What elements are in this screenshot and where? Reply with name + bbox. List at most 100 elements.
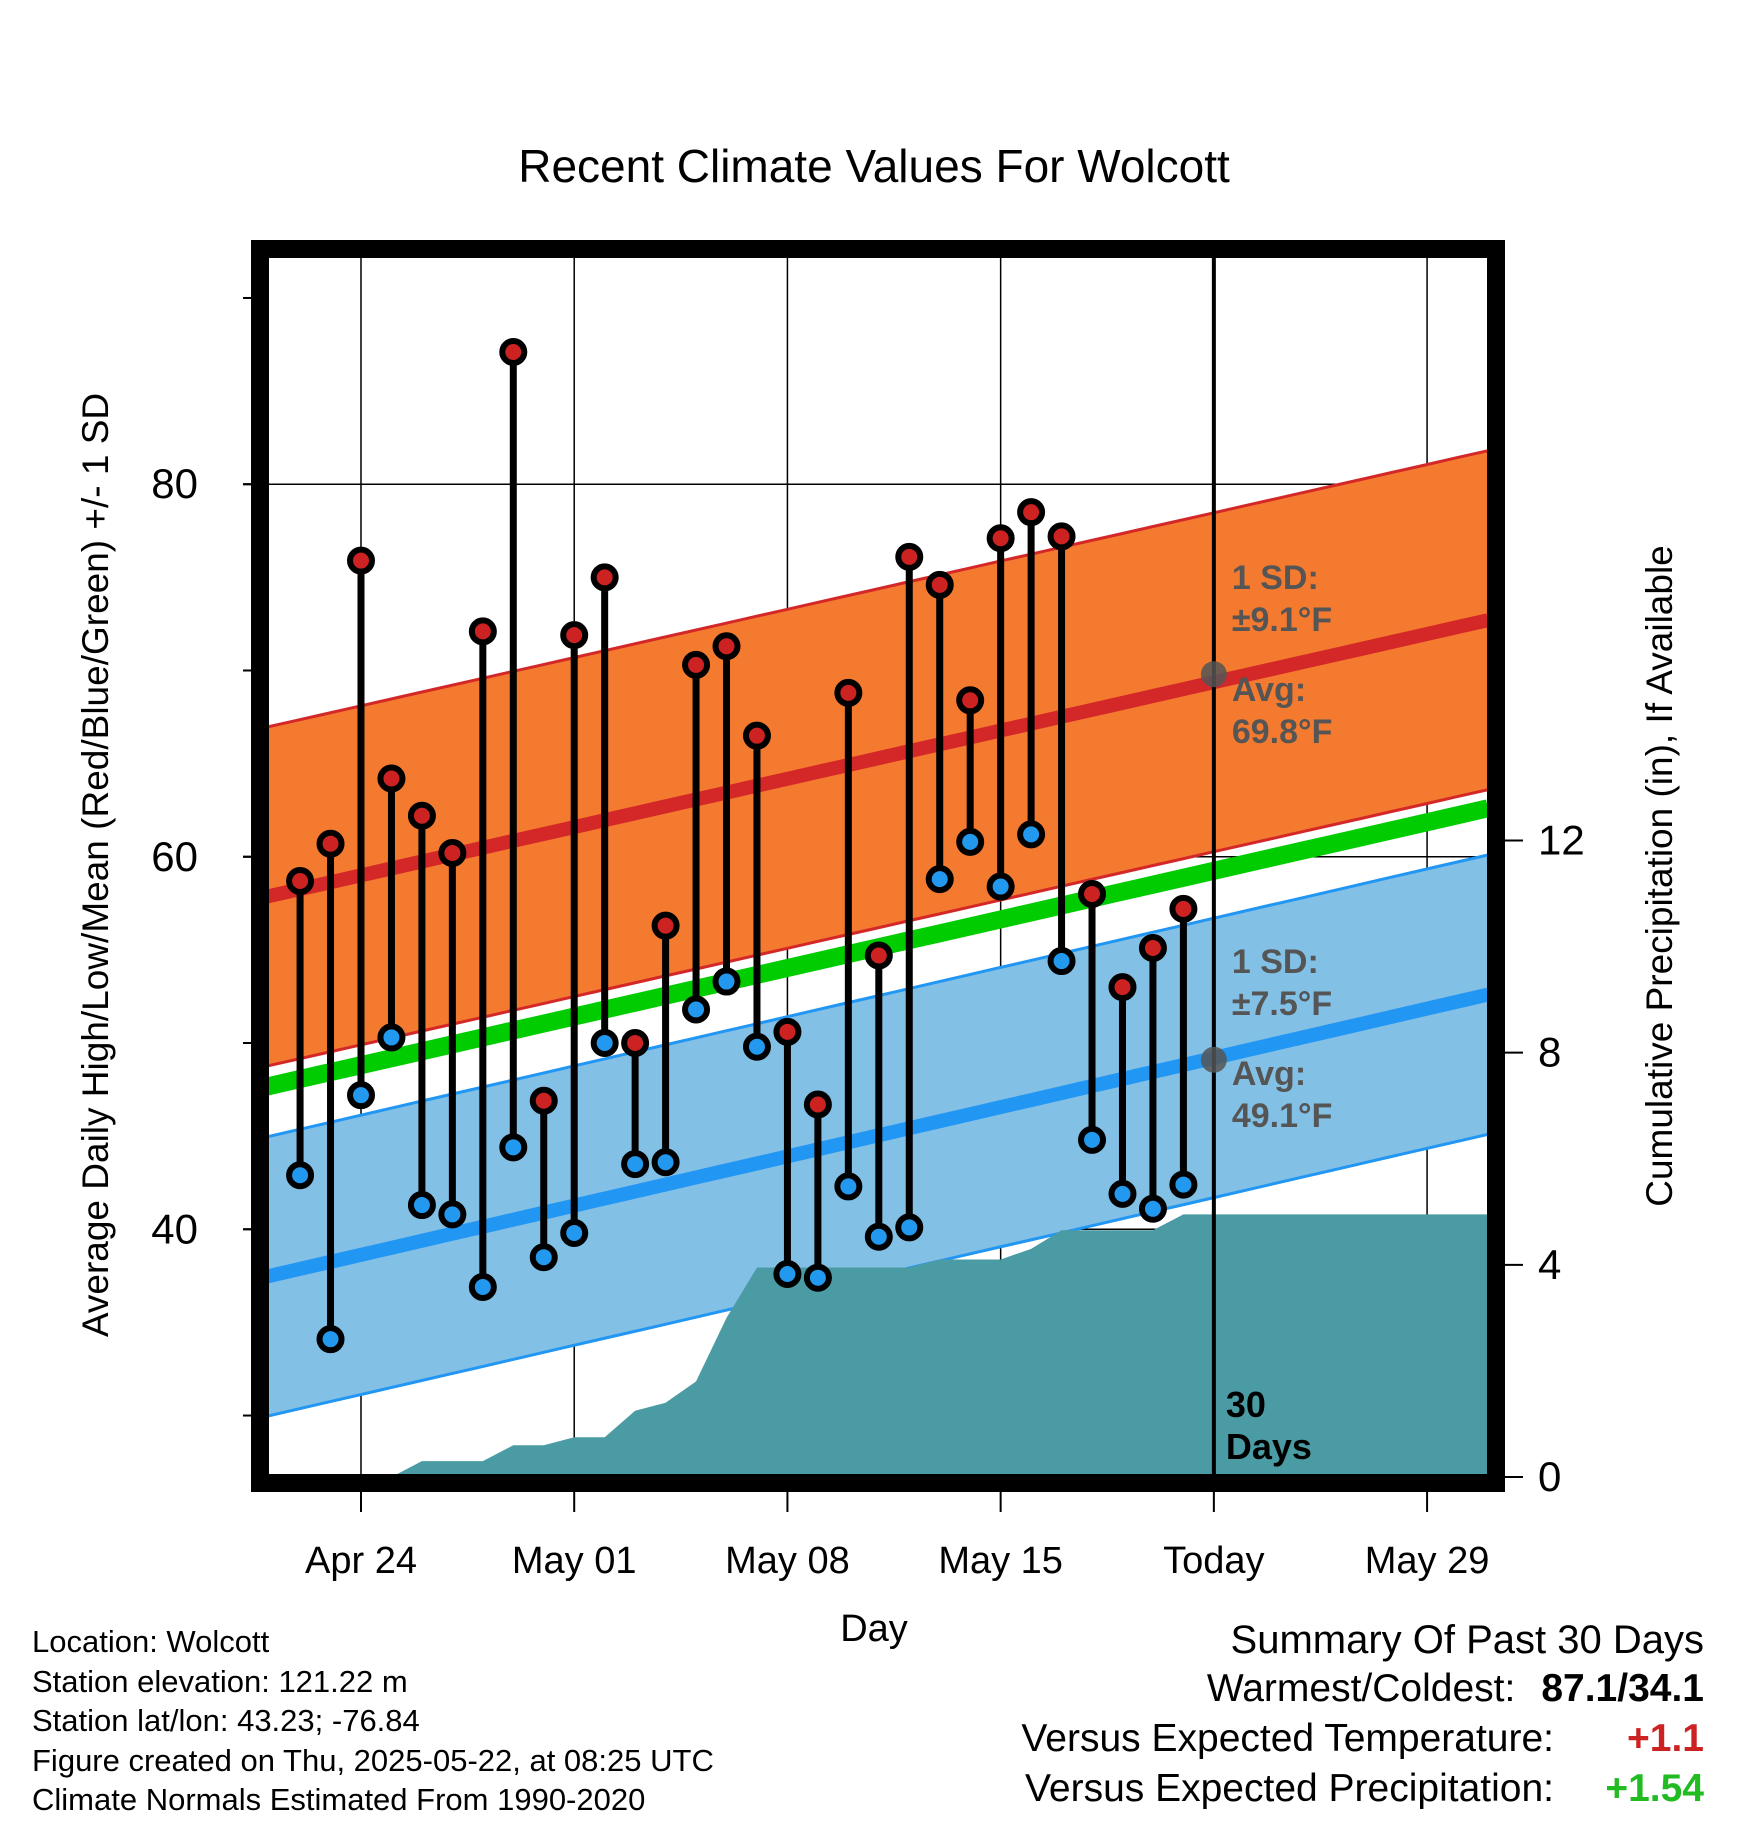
x-tick-label: May 29 <box>1365 1540 1490 1582</box>
daily-high-point <box>529 1086 558 1115</box>
daily-low-point <box>316 1325 345 1354</box>
precip-departure-value: +1.54 <box>1605 1767 1704 1810</box>
daily-low-point <box>1047 947 1076 976</box>
daily-low-point <box>1078 1125 1107 1154</box>
plot-frame <box>251 240 1505 1492</box>
daily-low-point <box>773 1259 802 1288</box>
low-avg-value: 49.1°F <box>1232 1097 1333 1135</box>
daily-high-point <box>925 570 954 599</box>
daily-low-point <box>468 1273 497 1302</box>
normal-low-line <box>262 987 1488 1285</box>
daily-high-point <box>773 1017 802 1046</box>
daily-low-point <box>286 1161 315 1190</box>
daily-high-point <box>560 621 589 650</box>
daily-high-point <box>438 839 467 868</box>
daily-low-point <box>346 1081 375 1110</box>
y-right-tick-label: 4 <box>1538 1241 1561 1288</box>
latlon-text: Station lat/lon: 43.23; -76.84 <box>32 1703 420 1738</box>
daily-low-point <box>651 1148 680 1177</box>
daily-high-point <box>407 801 436 830</box>
daily-high-point <box>1108 973 1137 1002</box>
high-band-lower-edge <box>262 788 1488 1069</box>
daily-high-point <box>286 866 315 895</box>
low-sd-value: ±7.5°F <box>1232 985 1332 1023</box>
y-left-tick-label: 60 <box>151 833 198 880</box>
daily-low-point <box>377 1023 406 1052</box>
station-info: Location: Wolcott Station elevation: 121… <box>32 1622 714 1820</box>
daily-high-point <box>377 764 406 793</box>
precip-area <box>284 1214 1488 1477</box>
y-right-tick-label: 8 <box>1538 1029 1561 1076</box>
daily-high-point <box>1078 880 1107 909</box>
daily-high-point <box>499 337 528 366</box>
temp-departure-value: +1.1 <box>1627 1717 1704 1760</box>
x-tick-label: May 15 <box>938 1540 1063 1582</box>
daily-high-point <box>864 941 893 970</box>
daily-high-point <box>834 678 863 707</box>
daily-high-point <box>986 524 1015 553</box>
temp-departure-label: Versus Expected Temperature: <box>1021 1717 1554 1760</box>
today-low-avg-marker <box>1200 1046 1227 1073</box>
y-axis-left-label: Average Daily High/Low/Mean (Red/Blue/Gr… <box>75 393 116 1337</box>
plot-area <box>262 257 1488 1477</box>
daily-low-point <box>1169 1170 1198 1199</box>
daily-high-point <box>682 650 711 679</box>
location-text: Location: Wolcott <box>32 1624 270 1659</box>
summary-panel: Summary Of Past 30 Days Warmest/Coldest:… <box>1021 1616 1704 1814</box>
daily-low-point <box>895 1213 924 1242</box>
warmest-coldest-value: 87.1/34.1 <box>1541 1667 1704 1710</box>
y-axis-right-label: Cumulative Precipitation (in), If Availa… <box>1639 545 1680 1207</box>
x-tick-label: May 01 <box>512 1540 637 1582</box>
warmest-coldest-row: Warmest/Coldest: 87.1/34.1 <box>1021 1664 1704 1714</box>
daily-high-point <box>590 563 619 592</box>
warmest-coldest-label: Warmest/Coldest: <box>1206 1667 1516 1710</box>
daily-high-point <box>346 546 375 575</box>
temp-departure-row: Versus Expected Temperature: +1.1 <box>1021 1714 1704 1764</box>
daily-low-point <box>834 1172 863 1201</box>
y-left-tick-label: 40 <box>151 1205 198 1252</box>
high-avg-label: Avg: <box>1232 671 1306 709</box>
daily-high-point <box>316 829 345 858</box>
precip-departure-row: Versus Expected Precipitation: +1.54 <box>1021 1764 1704 1814</box>
daily-low-point <box>560 1219 589 1247</box>
high-band-upper-edge <box>262 449 1488 730</box>
plot-overlay: 1 SD: ±9.1°F Avg: 69.8°F 1 SD: ±7.5°F Avg: 49.1… <box>286 337 1333 1467</box>
daily-high-point <box>621 1029 650 1058</box>
summary-title: Summary Of Past 30 Days <box>1230 1618 1704 1662</box>
x-axis-label: Day <box>840 1608 908 1650</box>
chart-title: Recent Climate Values For Wolcott <box>518 140 1230 192</box>
high-sd-value: ±9.1°F <box>1232 601 1332 639</box>
y-right-tick-label: 0 <box>1538 1453 1561 1500</box>
daily-high-point <box>803 1090 832 1119</box>
daily-high-point <box>742 721 771 750</box>
x-tick-label: May 08 <box>725 1540 850 1582</box>
window-label-unit: Days <box>1226 1426 1312 1467</box>
daily-high-point <box>895 542 924 571</box>
created-text: Figure created on Thu, 2025-05-22, at 08… <box>32 1742 714 1778</box>
high-avg-value: 69.8°F <box>1232 713 1333 751</box>
x-tick-label: Apr 24 <box>305 1540 417 1582</box>
daily-low-point <box>529 1243 558 1272</box>
daily-low-point <box>712 967 741 996</box>
daily-low-point <box>590 1029 619 1058</box>
daily-low-point <box>864 1222 893 1251</box>
precip-departure-label: Versus Expected Precipitation: <box>1025 1767 1554 1810</box>
daily-high-point <box>712 632 741 661</box>
daily-low-point <box>1138 1194 1167 1223</box>
normals-text: Climate Normals Estimated From 1990-2020 <box>32 1782 646 1817</box>
x-tick-label: Today <box>1163 1540 1264 1582</box>
daily-low-point <box>742 1032 771 1061</box>
daily-high-point <box>1047 522 1076 551</box>
daily-low-point <box>499 1133 528 1162</box>
daily-high-point <box>1017 498 1046 527</box>
y-left-tick-label: 80 <box>151 460 198 507</box>
today-high-avg-marker <box>1200 661 1227 688</box>
low-band-upper-edge <box>262 853 1488 1140</box>
daily-low-point <box>682 995 711 1024</box>
low-sd-label: 1 SD: <box>1232 943 1319 981</box>
daily-low-point <box>1017 820 1046 849</box>
high-sd-label: 1 SD: <box>1232 559 1319 597</box>
daily-low-point <box>438 1200 467 1229</box>
daily-low-point <box>1108 1179 1137 1208</box>
